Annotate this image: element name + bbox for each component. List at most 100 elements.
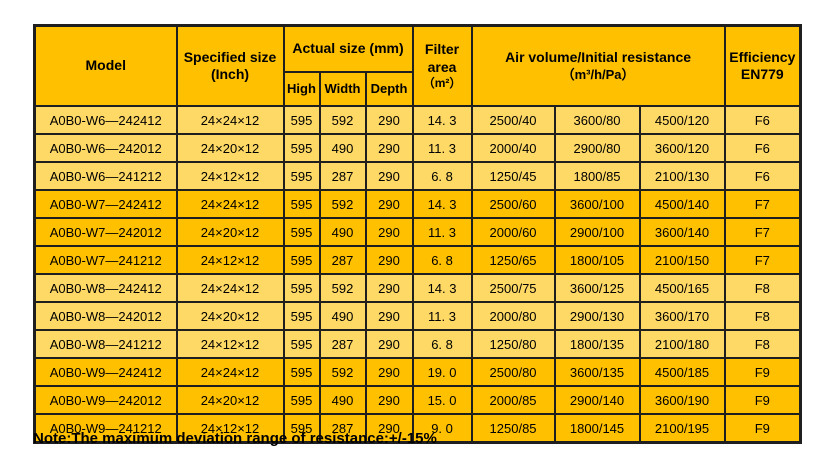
cell-av1: 2500/80 bbox=[470, 357, 556, 387]
table-row: A0B0-W9—241212 24×12×12 595 287 290 9. 0 1250/… bbox=[33, 413, 802, 444]
table-row: A0B0-W6—242012 24×20×12 595 490 290 11. 3 2000… bbox=[33, 133, 802, 163]
cell-area: 11. 3 bbox=[411, 301, 473, 331]
table-header: Model Specified size (Inch) Actual size … bbox=[33, 24, 802, 107]
cell-high: 595 bbox=[282, 245, 321, 275]
cell-width: 592 bbox=[318, 273, 367, 303]
cell-eff: F6 bbox=[723, 133, 802, 163]
cell-av2: 1800/85 bbox=[553, 161, 641, 191]
cell-av2: 3600/135 bbox=[553, 357, 641, 387]
cell-depth: 290 bbox=[364, 273, 414, 303]
cell-av3: 3600/140 bbox=[638, 217, 726, 247]
cell-depth: 290 bbox=[364, 301, 414, 331]
cell-eff: F8 bbox=[723, 301, 802, 331]
cell-width: 490 bbox=[318, 385, 367, 415]
header-high: High bbox=[282, 71, 321, 107]
cell-high: 595 bbox=[282, 301, 321, 331]
cell-depth: 290 bbox=[364, 245, 414, 275]
table-row: A0B0-W8—242412 24×24×12 595 592 290 14. 3 2500… bbox=[33, 273, 802, 303]
cell-av3: 4500/120 bbox=[638, 105, 726, 135]
table-row: A0B0-W6—241212 24×12×12 595 287 290 6. 8 1250/… bbox=[33, 161, 802, 191]
cell-spec: 24×12×12 bbox=[175, 245, 285, 275]
header-filter-area-unit: （m²） bbox=[422, 76, 462, 90]
cell-av1: 1250/80 bbox=[470, 329, 556, 359]
cell-model: A0B0-W6—242012 bbox=[33, 133, 178, 163]
cell-av1: 1250/85 bbox=[470, 413, 556, 444]
cell-high: 595 bbox=[282, 133, 321, 163]
cell-width: 287 bbox=[318, 245, 367, 275]
cell-av1: 2000/80 bbox=[470, 301, 556, 331]
cell-eff: F8 bbox=[723, 273, 802, 303]
cell-av2: 2900/80 bbox=[553, 133, 641, 163]
cell-model: A0B0-W6—241212 bbox=[33, 161, 178, 191]
header-air-volume-line1: Air volume/Initial resistance bbox=[505, 49, 692, 66]
cell-av3: 2100/150 bbox=[638, 245, 726, 275]
cell-av3: 4500/185 bbox=[638, 357, 726, 387]
cell-av1: 2000/60 bbox=[470, 217, 556, 247]
cell-spec: 24×24×12 bbox=[175, 105, 285, 135]
cell-av2: 2900/140 bbox=[553, 385, 641, 415]
cell-depth: 290 bbox=[364, 329, 414, 359]
cell-high: 595 bbox=[282, 161, 321, 191]
header-air-volume-unit: （m³/h/Pa） bbox=[561, 66, 635, 82]
cell-av3: 3600/170 bbox=[638, 301, 726, 331]
header-specified-size: Specified size (Inch) bbox=[175, 24, 285, 107]
cell-av3: 2100/130 bbox=[638, 161, 726, 191]
cell-model: A0B0-W9—241212 bbox=[33, 413, 178, 444]
cell-high: 595 bbox=[282, 189, 321, 219]
cell-model: A0B0-W7—241212 bbox=[33, 245, 178, 275]
cell-width: 287 bbox=[318, 329, 367, 359]
cell-spec: 24×12×12 bbox=[175, 413, 285, 444]
cell-eff: F7 bbox=[723, 245, 802, 275]
cell-av1: 2500/40 bbox=[470, 105, 556, 135]
cell-eff: F6 bbox=[723, 105, 802, 135]
cell-spec: 24×20×12 bbox=[175, 217, 285, 247]
cell-width: 490 bbox=[318, 301, 367, 331]
cell-area: 9. 0 bbox=[411, 413, 473, 444]
cell-spec: 24×12×12 bbox=[175, 161, 285, 191]
header-efficiency-line2: EN779 bbox=[740, 66, 784, 82]
header-efficiency-line1: Efficiency bbox=[729, 48, 796, 65]
cell-av1: 2000/85 bbox=[470, 385, 556, 415]
cell-depth: 290 bbox=[364, 357, 414, 387]
cell-av2: 2900/130 bbox=[553, 301, 641, 331]
cell-high: 595 bbox=[282, 105, 321, 135]
cell-eff: F6 bbox=[723, 161, 802, 191]
cell-width: 287 bbox=[318, 413, 367, 444]
cell-eff: F7 bbox=[723, 217, 802, 247]
cell-av1: 2500/60 bbox=[470, 189, 556, 219]
cell-av2: 1800/145 bbox=[553, 413, 641, 444]
cell-av3: 3600/190 bbox=[638, 385, 726, 415]
header-efficiency: Efficiency EN779 bbox=[723, 24, 802, 107]
cell-area: 6. 8 bbox=[411, 245, 473, 275]
cell-av1: 1250/45 bbox=[470, 161, 556, 191]
cell-av3: 3600/120 bbox=[638, 133, 726, 163]
cell-width: 287 bbox=[318, 161, 367, 191]
table-row: A0B0-W7—242012 24×20×12 595 490 290 11. 3 2000… bbox=[33, 217, 802, 247]
cell-spec: 24×20×12 bbox=[175, 133, 285, 163]
cell-depth: 290 bbox=[364, 161, 414, 191]
table-row: A0B0-W6—242412 24×24×12 595 592 290 14. 3 2500… bbox=[33, 105, 802, 135]
cell-depth: 290 bbox=[364, 385, 414, 415]
header-filter-area: Filter area （m²） bbox=[411, 24, 473, 107]
header-width: Width bbox=[318, 71, 367, 107]
cell-depth: 290 bbox=[364, 189, 414, 219]
cell-model: A0B0-W9—242012 bbox=[33, 385, 178, 415]
cell-area: 6. 8 bbox=[411, 329, 473, 359]
cell-av1: 2500/75 bbox=[470, 273, 556, 303]
table-row: A0B0-W8—241212 24×12×12 595 287 290 6. 8 1250/… bbox=[33, 329, 802, 359]
cell-eff: F9 bbox=[723, 385, 802, 415]
cell-area: 14. 3 bbox=[411, 189, 473, 219]
cell-high: 595 bbox=[282, 413, 321, 444]
cell-depth: 290 bbox=[364, 105, 414, 135]
cell-width: 490 bbox=[318, 217, 367, 247]
cell-spec: 24×24×12 bbox=[175, 357, 285, 387]
cell-model: A0B0-W8—241212 bbox=[33, 329, 178, 359]
header-depth: Depth bbox=[364, 71, 414, 107]
cell-depth: 290 bbox=[364, 217, 414, 247]
cell-eff: F7 bbox=[723, 189, 802, 219]
header-model: Model bbox=[33, 24, 178, 107]
cell-area: 15. 0 bbox=[411, 385, 473, 415]
cell-av2: 1800/105 bbox=[553, 245, 641, 275]
header-actual-size: Actual size (mm) bbox=[282, 24, 414, 73]
